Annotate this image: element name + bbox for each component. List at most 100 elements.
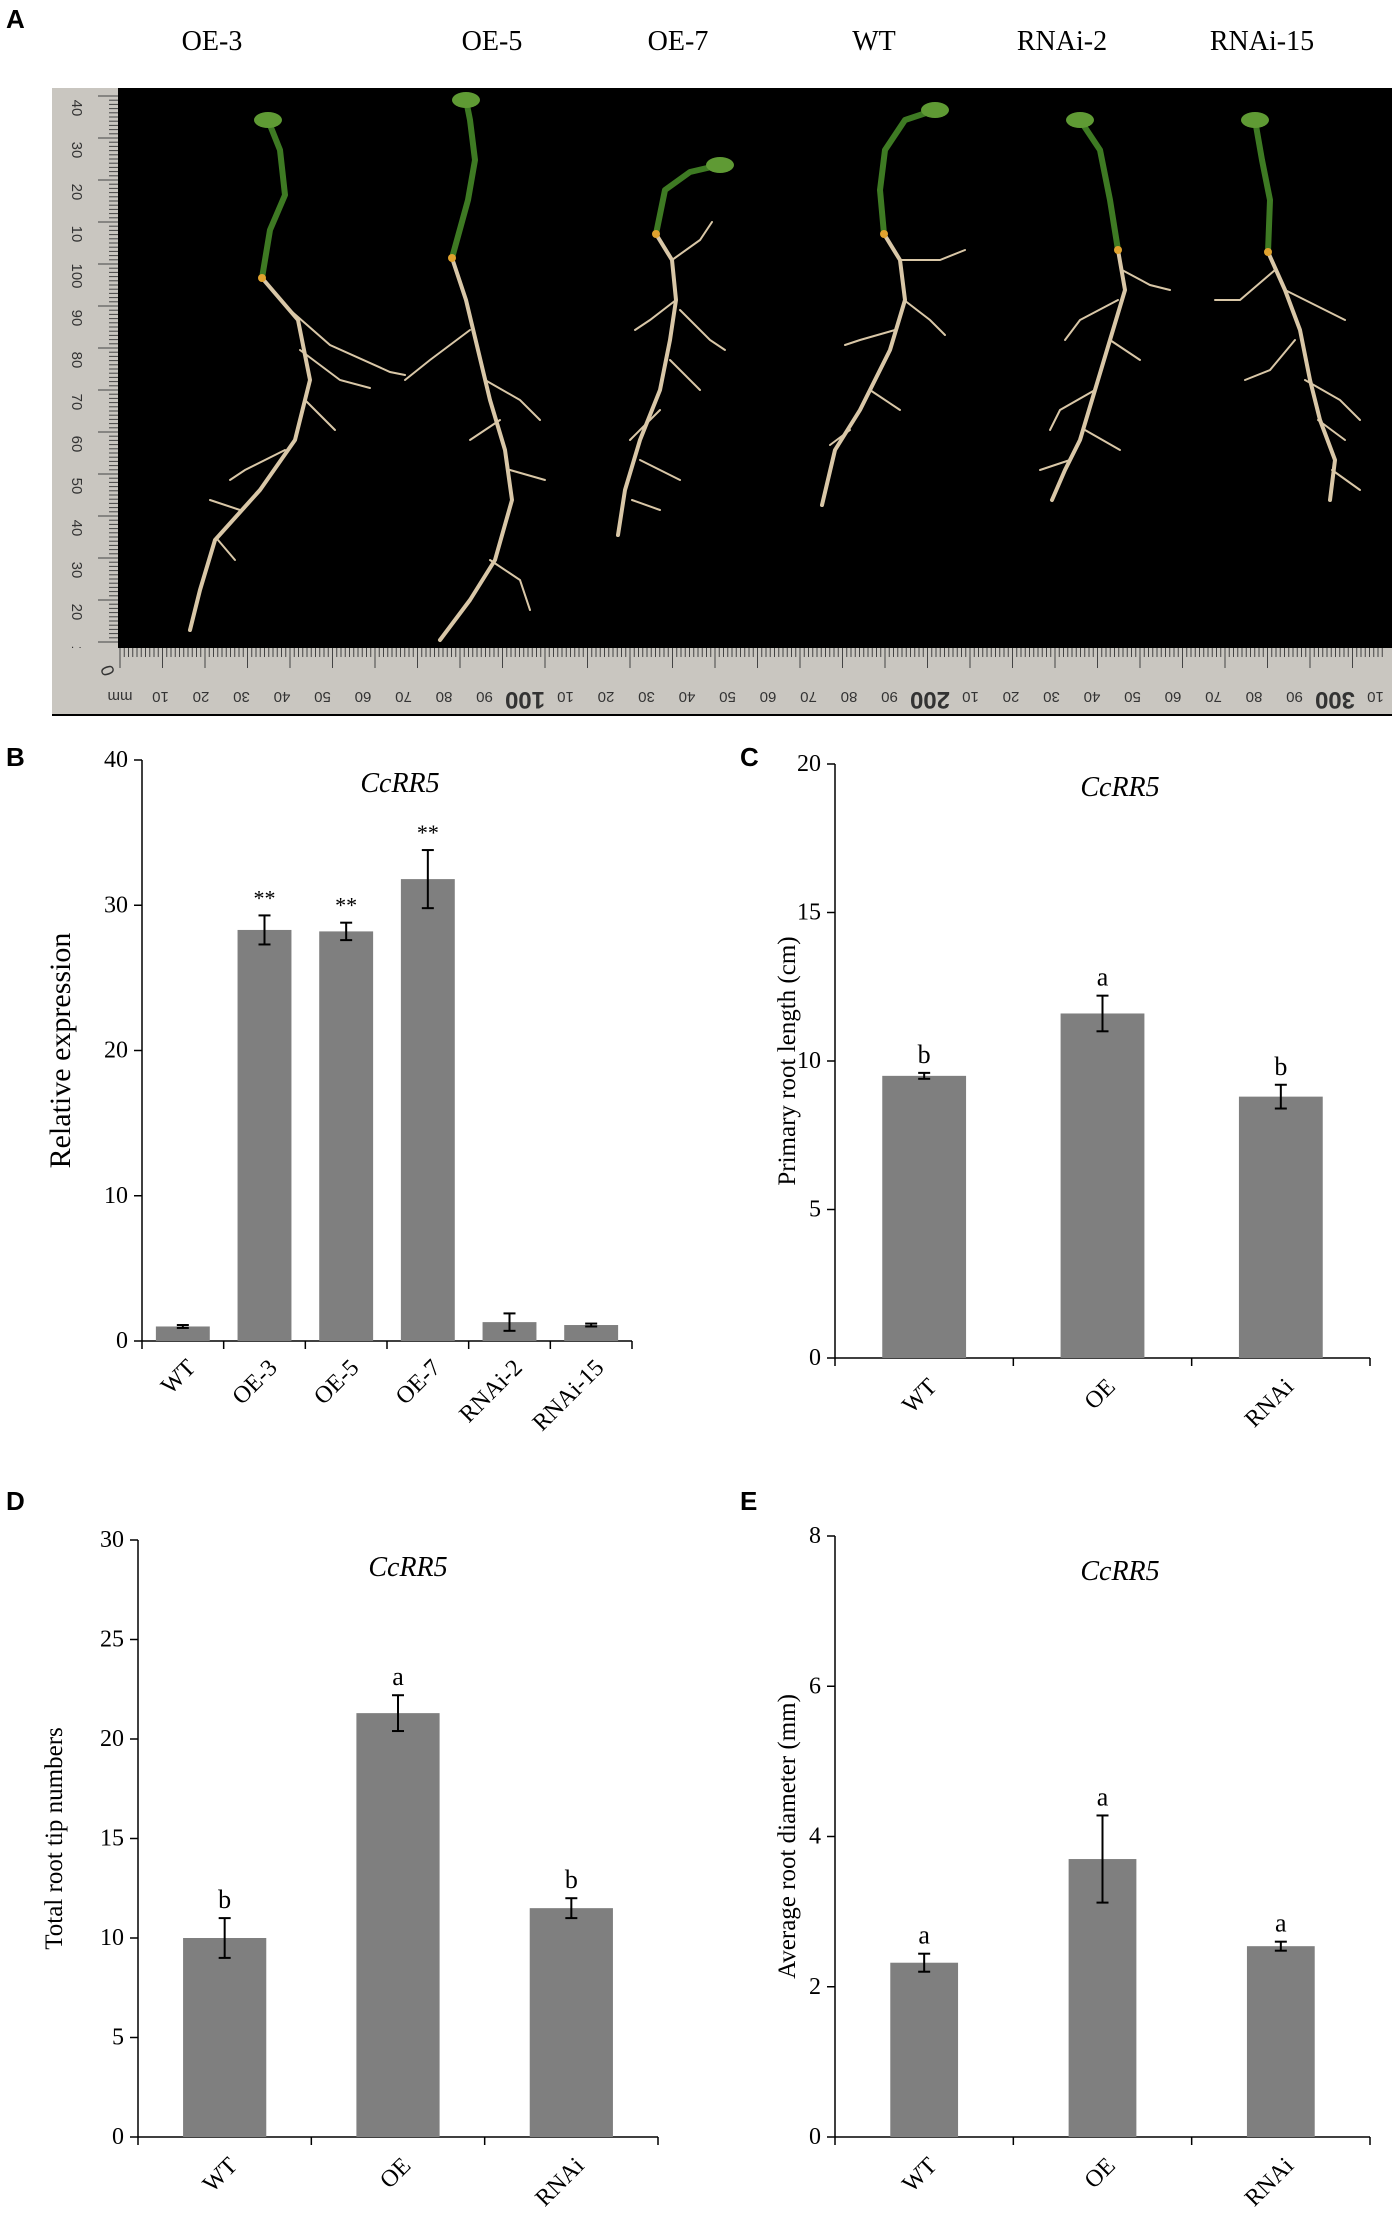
chart-relative-expression: 0 10 20 30 40 Relative expression CcRR5 WT ** OE-…: [44, 747, 633, 1436]
panel-letter-a: A: [6, 4, 25, 34]
significance-label: a: [1097, 963, 1109, 992]
vertical-ruler-number: 100: [68, 263, 85, 288]
plant-lateral-root: [404, 329, 471, 381]
horizontal-ruler-number: mm: [108, 688, 133, 705]
bar-OE: [1060, 1013, 1145, 1358]
x-tick-label: WT: [898, 2153, 943, 2198]
plant-shoot: [1252, 117, 1273, 255]
vertical-ruler-number: 40: [68, 520, 85, 537]
panel-letter-d: D: [6, 1486, 25, 1516]
horizontal-ruler-number: 70: [800, 688, 817, 705]
horizontal-ruler-number: 200: [910, 686, 950, 713]
plant-lateral-root: [671, 221, 713, 261]
plant-lateral-root: [634, 299, 677, 331]
plant-primary-root: [188, 276, 312, 632]
vertical-ruler-number: 60: [68, 436, 85, 453]
chart-title: CcRR5: [1080, 772, 1159, 803]
plant-lateral-root: [217, 539, 236, 561]
plant-leaf: [921, 102, 949, 118]
bar-RNAi: [529, 1908, 613, 2137]
y-tick-label: 10: [104, 1183, 128, 1209]
vertical-ruler-number: 30: [68, 562, 85, 579]
y-tick-label: 10: [100, 1925, 124, 1951]
plant-lateral-root: [289, 309, 406, 376]
significance-label: a: [1097, 1782, 1109, 1811]
vertical-ruler-number: 40: [68, 100, 85, 117]
horizontal-ruler-number: 90: [1286, 688, 1303, 705]
plant-lateral-root: [484, 379, 541, 421]
plant-lateral-root: [679, 309, 726, 351]
horizontal-ruler-number: 60: [355, 688, 372, 705]
y-tick-label: 2: [809, 1974, 821, 2000]
vertical-ruler-number: 90: [68, 310, 85, 327]
plant-leaf: [254, 112, 282, 128]
bar-WT: [183, 1938, 267, 2137]
horizontal-ruler-number: 40: [1084, 688, 1101, 705]
x-tick-label: OE: [1080, 1374, 1121, 1415]
vertical-ruler-number: 70: [68, 394, 85, 411]
horizontal-ruler-number: 30: [638, 688, 655, 705]
plant-shoot: [877, 107, 938, 237]
chart-primary-root-length: 0 5 10 15 20 Primary root length (cm) CcRR5 b WT…: [774, 751, 1371, 1433]
horizontal-ruler-number: 60: [1165, 688, 1182, 705]
horizontal-ruler-number: 90: [476, 688, 493, 705]
plant-lateral-root: [509, 469, 546, 481]
plant-leaf: [706, 157, 734, 173]
panel-letter-b: B: [6, 742, 25, 772]
plant-lateral-root: [1039, 459, 1071, 471]
y-tick-label: 0: [809, 2124, 821, 2150]
significance-label: a: [392, 1662, 404, 1691]
horizontal-ruler-number: 60: [760, 688, 777, 705]
x-tick-label: RNAi: [1240, 2153, 1299, 2212]
significance-label: **: [335, 893, 357, 918]
horizontal-ruler-number: 50: [314, 688, 331, 705]
plant-lateral-root: [829, 429, 851, 446]
plant-collar: [1264, 248, 1272, 256]
plant-lateral-root: [639, 459, 681, 481]
vertical-ruler-number: 30: [68, 142, 85, 159]
plant-collar: [880, 230, 888, 238]
significance-label: **: [417, 820, 439, 845]
horizontal-ruler-number: 300: [1315, 686, 1355, 713]
sample-label-1: OE-5: [462, 26, 523, 57]
chart-title: CcRR5: [368, 1552, 447, 1583]
y-tick-label: 15: [797, 900, 821, 926]
x-tick-label: WT: [898, 1374, 943, 1419]
plant-lateral-root: [1121, 269, 1171, 291]
plant-collar: [652, 230, 660, 238]
significance-label: a: [1275, 1909, 1287, 1938]
y-tick-label: 30: [100, 1527, 124, 1553]
plant-lateral-root: [489, 559, 531, 611]
y-tick-label: 0: [116, 1328, 128, 1354]
bar-RNAi: [1238, 1096, 1323, 1358]
significance-label: b: [565, 1865, 578, 1894]
x-tick-label: OE: [1080, 2153, 1121, 2194]
plant-lateral-root: [229, 449, 286, 481]
x-tick-label: OE: [375, 2153, 416, 2194]
x-tick-label: RNAi: [1240, 1374, 1299, 1433]
y-tick-label: 5: [809, 1197, 821, 1223]
horizontal-ruler-number: 70: [395, 688, 412, 705]
horizontal-ruler-number: 10: [962, 688, 979, 705]
plant-lateral-root: [1109, 339, 1141, 361]
sample-label-2: OE-7: [648, 26, 709, 57]
horizontal-ruler-number: 90: [881, 688, 898, 705]
plant-lateral-root: [299, 349, 371, 389]
y-tick-label: 20: [797, 751, 821, 777]
y-tick-label: 30: [104, 892, 128, 918]
plant-collar: [258, 274, 266, 282]
panel-letter-e: E: [740, 1486, 758, 1516]
horizontal-ruler-number: 20: [598, 688, 615, 705]
x-tick-label: OE-3: [228, 1355, 283, 1410]
y-tick-label: 0: [809, 1345, 821, 1371]
plant-collar: [448, 254, 456, 262]
horizontal-ruler-number: 50: [1124, 688, 1141, 705]
vertical-ruler-number: 80: [68, 352, 85, 369]
plant-leaf: [1066, 112, 1094, 128]
horizontal-ruler-number: 20: [193, 688, 210, 705]
horizontal-ruler-number: 80: [841, 688, 858, 705]
y-tick-label: 15: [100, 1826, 124, 1852]
vertical-ruler-number: 50: [68, 478, 85, 495]
y-axis-label: Average root diameter (mm): [774, 1694, 801, 1979]
bar-WT: [155, 1326, 210, 1341]
